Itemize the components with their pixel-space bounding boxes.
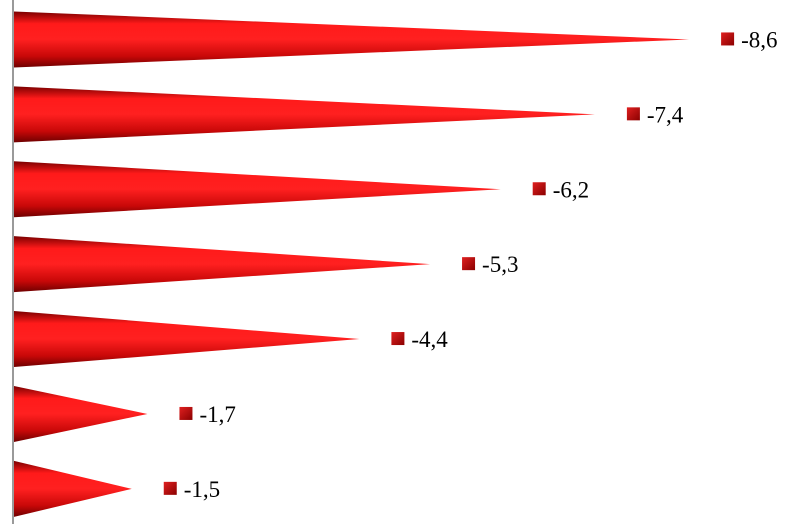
bar-7 (14, 460, 132, 517)
data-labels-group: -8,6 -7,4 -6,2 -5,3 -4,4 -1,7 -1,5 (163, 27, 778, 502)
data-label-1: -8,6 (741, 27, 777, 52)
data-label-marker-7 (163, 481, 177, 495)
data-label-marker-1 (721, 32, 735, 46)
data-label-7: -1,5 (184, 477, 220, 502)
data-label-marker-6 (179, 406, 193, 420)
bar-2 (14, 86, 595, 143)
bar-4 (14, 236, 431, 293)
data-label-marker-2 (626, 107, 640, 121)
data-label-marker-5 (391, 332, 405, 346)
data-label-marker-4 (462, 257, 476, 271)
bar-5 (14, 311, 360, 368)
data-label-6: -1,7 (199, 402, 235, 427)
bar-1 (14, 11, 690, 68)
bar-3 (14, 161, 501, 218)
data-label-3: -6,2 (553, 177, 589, 202)
bar-6 (14, 385, 148, 442)
data-label-5: -4,4 (411, 327, 448, 352)
data-label-4: -5,3 (482, 252, 518, 277)
data-label-2: -7,4 (647, 102, 684, 127)
bars-group (14, 11, 690, 517)
data-label-marker-3 (532, 182, 546, 196)
